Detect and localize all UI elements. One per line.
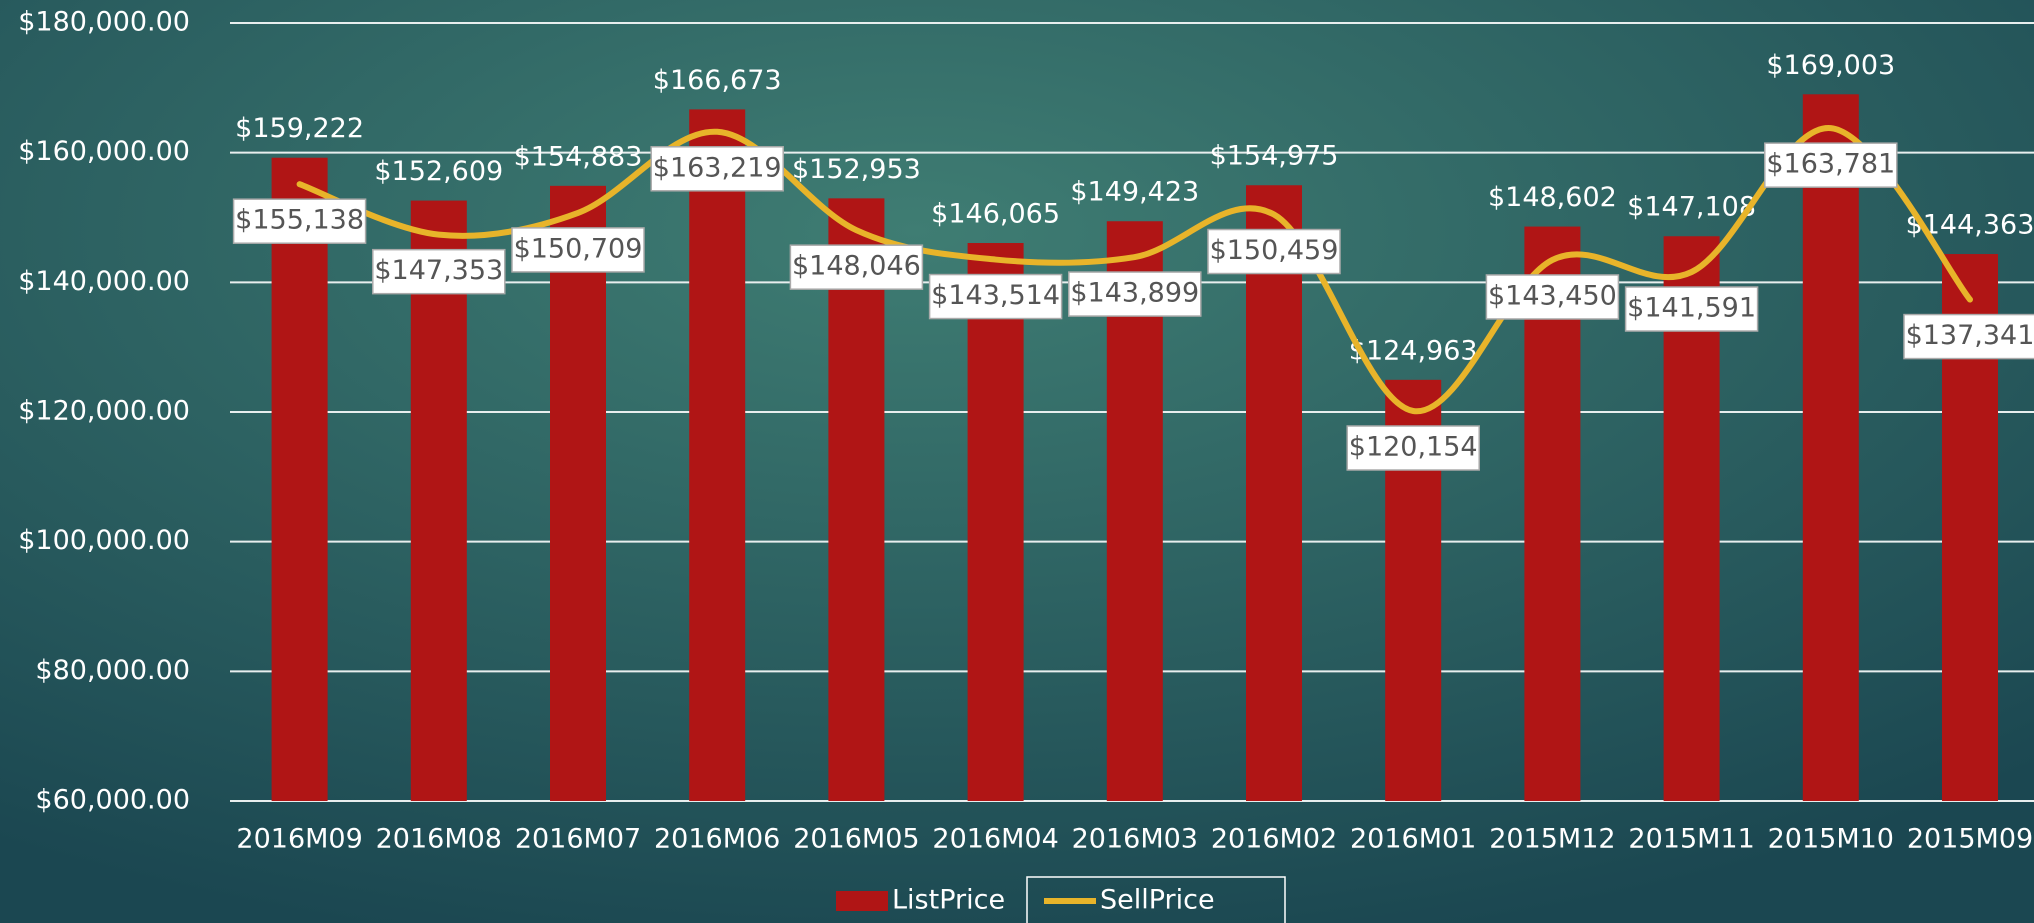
y-tick-label: $160,000.00 (18, 136, 190, 167)
bar (1106, 221, 1163, 801)
value-label-box (1207, 228, 1341, 275)
x-tick-label: 2016M04 (932, 824, 1058, 855)
bar (1246, 185, 1302, 801)
x-tick-label: 2015M11 (1628, 824, 1754, 855)
bar (1802, 94, 1859, 801)
line-value-label: $120,154 (1349, 432, 1478, 463)
value-label-box (1485, 274, 1620, 320)
line-value-label: $163,781 (1766, 149, 1895, 180)
bar-value-label: $146,065 (931, 199, 1060, 230)
value-label-box (1624, 286, 1759, 332)
x-tick-label: 2015M09 (1907, 824, 2033, 855)
legend-selection (1026, 876, 1286, 923)
bar (689, 109, 746, 801)
line-value-label: $143,514 (931, 280, 1060, 311)
value-label-box (650, 146, 784, 192)
bar-value-label: $166,673 (653, 65, 782, 96)
value-label-box (1346, 425, 1480, 471)
bar-value-label: $154,975 (1210, 141, 1339, 172)
line-value-label: $155,138 (235, 205, 364, 236)
y-tick-label: $100,000.00 (18, 525, 190, 556)
value-label-box (928, 273, 1063, 320)
bar-value-label: $152,609 (374, 156, 503, 187)
x-tick-label: 2016M03 (1072, 824, 1198, 855)
line-value-label: $143,899 (1070, 278, 1199, 309)
x-tick-label: 2016M05 (793, 824, 919, 855)
line-value-label: $141,591 (1627, 293, 1756, 324)
bar-value-label: $124,963 (1349, 335, 1478, 366)
value-label-box (1764, 142, 1898, 188)
bar (550, 185, 606, 801)
y-tick-label: $80,000.00 (35, 655, 190, 686)
line-value-label: $150,459 (1210, 235, 1339, 266)
x-tick-label: 2016M07 (515, 824, 641, 855)
y-tick-label: $120,000.00 (18, 396, 190, 427)
value-label-box (1068, 271, 1202, 317)
bar-value-label: $149,423 (1070, 177, 1199, 208)
x-tick-label: 2015M10 (1768, 824, 1894, 855)
x-tick-label: 2016M01 (1350, 824, 1476, 855)
x-tick-label: 2016M08 (376, 824, 502, 855)
line-value-label: $137,341 (1906, 320, 2034, 351)
bar-value-label: $169,003 (1766, 50, 1895, 81)
line-value-label: $148,046 (792, 251, 921, 282)
legend-label: ListPrice (892, 885, 1005, 916)
value-label-box (372, 248, 506, 295)
value-label-box (232, 198, 367, 244)
y-tick-label: $180,000.00 (18, 7, 190, 38)
line-value-label: $150,709 (514, 233, 643, 264)
bar (271, 157, 328, 801)
value-label-box (511, 227, 645, 273)
bar (967, 243, 1024, 802)
x-tick-label: 2016M06 (654, 824, 780, 855)
value-label-box (789, 244, 924, 290)
line-value-label: $143,450 (1488, 280, 1617, 311)
legend-swatch (836, 891, 888, 911)
legend-label: SellPrice (1100, 885, 1215, 916)
x-tick-label: 2016M02 (1211, 824, 1337, 855)
x-tick-label: 2015M12 (1489, 824, 1615, 855)
bar (410, 200, 467, 802)
line-value-label: $163,219 (653, 152, 782, 183)
line (296, 125, 1973, 415)
bar (1524, 226, 1581, 801)
value-label-box (1903, 313, 2034, 360)
bar-value-label: $148,602 (1488, 182, 1617, 213)
bar-value-label: $147,108 (1627, 192, 1756, 223)
y-tick-label: $140,000.00 (18, 266, 190, 297)
y-tick-label: $60,000.00 (35, 785, 190, 816)
bar-value-label: $159,222 (235, 113, 364, 144)
x-tick-label: 2016M09 (236, 824, 362, 855)
line-value-label: $147,353 (374, 255, 503, 286)
bar-value-label: $152,953 (792, 154, 921, 185)
bar (828, 198, 885, 801)
bar-value-label: $154,883 (514, 141, 643, 172)
